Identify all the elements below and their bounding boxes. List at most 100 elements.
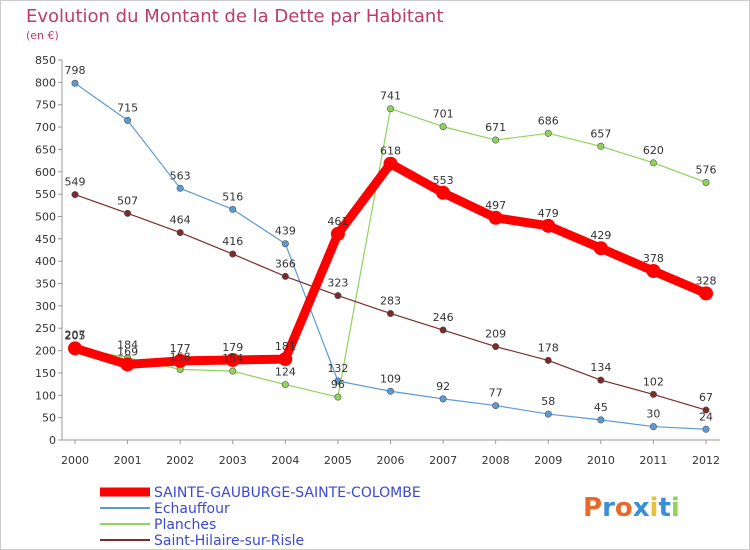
series-layer (68, 79, 713, 433)
data-point (649, 390, 657, 398)
y-tick-label: 350 (35, 278, 56, 291)
data-label: 323 (327, 277, 348, 290)
data-label: 549 (65, 176, 86, 189)
data-point (492, 343, 500, 351)
data-point (436, 185, 451, 200)
data-point (334, 292, 342, 300)
data-point (176, 184, 184, 192)
data-label: 207 (65, 328, 86, 341)
data-point (71, 79, 79, 87)
data-label: 179 (222, 341, 243, 354)
legend-label: Planches (154, 517, 216, 533)
data-point (386, 309, 394, 317)
data-label: 132 (327, 362, 348, 375)
data-point (699, 286, 713, 301)
x-tick-label: 2011 (639, 454, 667, 467)
data-point (702, 406, 710, 414)
x-tick-label: 2006 (377, 454, 405, 467)
brand-letter: P (583, 493, 602, 523)
data-label: 576 (696, 163, 717, 176)
y-tick-label: 50 (42, 412, 56, 425)
chart-subtitle: (en €) (26, 29, 59, 42)
data-label: 328 (696, 274, 717, 287)
proxiti-logo: Proxiti (583, 493, 680, 523)
data-point (488, 210, 503, 225)
data-label: 378 (643, 252, 664, 265)
data-point (281, 381, 289, 389)
data-label: 181 (275, 340, 296, 353)
series-sainte-gauburge-sainte-colombe (68, 156, 713, 372)
data-point (281, 272, 289, 280)
data-label: 246 (433, 311, 454, 324)
legend: SAINTE-GAUBURGE-SAINTE-COLOMBEEchauffour… (100, 485, 421, 549)
data-label: 618 (380, 145, 401, 158)
data-point (541, 218, 556, 233)
data-point (330, 226, 345, 241)
data-label: 45 (594, 401, 608, 414)
data-point (544, 410, 552, 418)
y-tick-label: 500 (35, 210, 56, 223)
data-point (386, 387, 394, 395)
data-label: 657 (590, 127, 611, 140)
data-label: 429 (590, 229, 611, 242)
x-tick-label: 2001 (114, 454, 142, 467)
axes: 0 50 100 150 200 250 300 350 400 450 500 550 600 650 7… (35, 54, 720, 467)
y-tick-label: 200 (35, 345, 56, 358)
data-label: 464 (170, 214, 191, 227)
data-point (597, 376, 605, 384)
chart-title: Evolution du Montant de la Dette par Hab… (26, 6, 443, 27)
data-point (229, 205, 237, 213)
data-point (68, 341, 82, 356)
data-point (225, 352, 240, 367)
data-label: 24 (699, 410, 713, 423)
y-tick-label: 300 (35, 300, 56, 313)
y-tick-label: 600 (35, 166, 56, 179)
data-label: 439 (275, 225, 296, 238)
data-point (120, 357, 135, 372)
data-label: 58 (541, 395, 555, 408)
data-label: 283 (380, 294, 401, 307)
series-echauffour (71, 79, 710, 433)
data-label: 124 (275, 366, 296, 379)
data-point (173, 353, 188, 368)
data-point (229, 367, 237, 375)
data-label: 620 (643, 144, 664, 157)
data-label: 798 (65, 64, 86, 77)
data-point (439, 395, 447, 403)
data-point (124, 116, 132, 124)
x-tick-label: 2005 (324, 454, 352, 467)
data-label: 30 (646, 408, 660, 421)
data-label: 686 (538, 114, 559, 127)
data-point (124, 209, 132, 217)
data-label: 507 (117, 194, 138, 207)
data-point (386, 105, 394, 113)
data-label: 553 (433, 174, 454, 187)
y-tick-label: 100 (35, 389, 56, 402)
x-tick-label: 2003 (219, 454, 247, 467)
y-tick-label: 450 (35, 233, 56, 246)
data-label: 671 (485, 121, 506, 134)
data-point (71, 191, 79, 199)
data-point (702, 178, 710, 186)
data-label: 109 (380, 372, 401, 385)
data-label: 184 (117, 339, 138, 352)
data-label: 134 (590, 361, 611, 374)
brand-letter: t (658, 493, 670, 523)
data-label: 516 (222, 190, 243, 203)
brand-letter: o (615, 493, 633, 523)
data-label: 416 (222, 235, 243, 248)
data-label: 701 (433, 108, 454, 121)
data-point (278, 352, 293, 367)
series-saint-hilaire-sur-risle (71, 191, 710, 414)
data-label: 169 (117, 345, 138, 358)
data-label: 178 (538, 341, 559, 354)
data-label: 461 (327, 215, 348, 228)
data-label: 158 (170, 350, 191, 363)
data-point (649, 423, 657, 431)
x-tick-label: 2000 (61, 454, 89, 467)
data-label: 96 (331, 378, 345, 391)
series-planches (71, 105, 710, 401)
y-tick-label: 550 (35, 188, 56, 201)
